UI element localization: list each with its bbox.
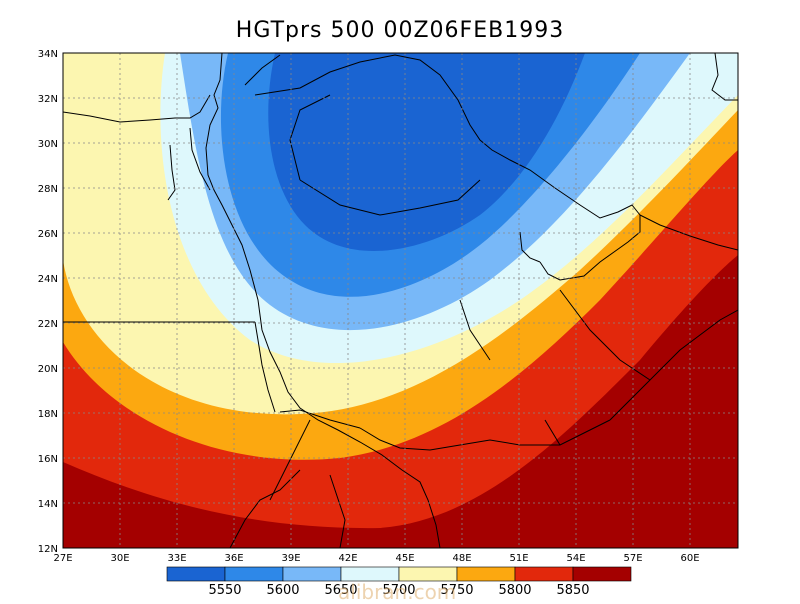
lon-label: 36E bbox=[224, 553, 243, 564]
lon-label: 33E bbox=[167, 553, 186, 564]
lat-label: 24N bbox=[38, 274, 58, 285]
lat-label: 12N bbox=[38, 544, 58, 555]
lon-label: 60E bbox=[680, 553, 699, 564]
lat-label: 14N bbox=[38, 499, 58, 510]
colorbar-swatch bbox=[456, 566, 516, 582]
colorbar-swatch bbox=[282, 566, 342, 582]
colorbar-label: 5700 bbox=[382, 583, 415, 598]
colorbar-label: 5850 bbox=[556, 583, 589, 598]
lat-label: 32N bbox=[38, 94, 58, 105]
lon-label: 39E bbox=[281, 553, 300, 564]
lat-label: 18N bbox=[38, 409, 58, 420]
lon-label: 51E bbox=[509, 553, 528, 564]
lon-label: 48E bbox=[452, 553, 471, 564]
colorbar-swatch bbox=[572, 566, 632, 582]
plot-title: HGTprs 500 00Z06FEB1993 bbox=[235, 18, 565, 43]
watermark: alibran.com bbox=[338, 580, 457, 604]
lat-tick-labels: 12N 14N 16N 18N 20N 22N 24N 26N 28N 30N … bbox=[38, 49, 58, 555]
colorbar-swatch bbox=[166, 566, 226, 582]
lat-label: 16N bbox=[38, 454, 58, 465]
colorbar-labels: 5550 5600 5650 5700 5750 5800 5850 bbox=[208, 583, 589, 598]
colorbar-label: 5550 bbox=[208, 583, 241, 598]
colorbar-swatch bbox=[398, 566, 458, 582]
band-below-5550 bbox=[268, 53, 585, 252]
lat-label: 28N bbox=[38, 184, 58, 195]
coastlines-borders bbox=[63, 53, 738, 548]
colorbar-label: 5750 bbox=[440, 583, 473, 598]
lon-label: 30E bbox=[110, 553, 129, 564]
lat-label: 22N bbox=[38, 319, 58, 330]
lat-label: 26N bbox=[38, 229, 58, 240]
filled-contours bbox=[63, 53, 738, 548]
colorbar-swatch bbox=[514, 566, 574, 582]
colorbar-label: 5800 bbox=[498, 583, 531, 598]
lon-tick-labels: 27E 30E 33E 36E 39E 42E 45E 48E 51E 54E … bbox=[53, 553, 699, 564]
colorbar-swatch bbox=[340, 566, 400, 582]
lon-label: 54E bbox=[566, 553, 585, 564]
lat-label: 30N bbox=[38, 139, 58, 150]
colorbar bbox=[166, 566, 632, 582]
map-frame bbox=[62, 52, 739, 549]
lat-label: 20N bbox=[38, 364, 58, 375]
colorbar-swatch bbox=[224, 566, 284, 582]
colorbar-label: 5650 bbox=[324, 583, 357, 598]
lon-label: 57E bbox=[623, 553, 642, 564]
lon-label: 45E bbox=[395, 553, 414, 564]
lon-label: 42E bbox=[338, 553, 357, 564]
colorbar-label: 5600 bbox=[266, 583, 299, 598]
lat-label: 34N bbox=[38, 49, 58, 60]
lon-label: 27E bbox=[53, 553, 72, 564]
